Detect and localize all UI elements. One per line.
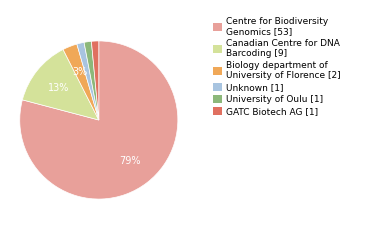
Text: 13%: 13% xyxy=(48,83,70,93)
Wedge shape xyxy=(20,41,178,199)
Legend: Centre for Biodiversity
Genomics [53], Canadian Centre for DNA
Barcoding [9], Bi: Centre for Biodiversity Genomics [53], C… xyxy=(212,16,342,117)
Wedge shape xyxy=(92,41,99,120)
Wedge shape xyxy=(63,44,99,120)
Text: 3%: 3% xyxy=(72,67,88,77)
Wedge shape xyxy=(22,49,99,120)
Wedge shape xyxy=(77,42,99,120)
Text: 79%: 79% xyxy=(119,156,141,166)
Wedge shape xyxy=(84,41,99,120)
